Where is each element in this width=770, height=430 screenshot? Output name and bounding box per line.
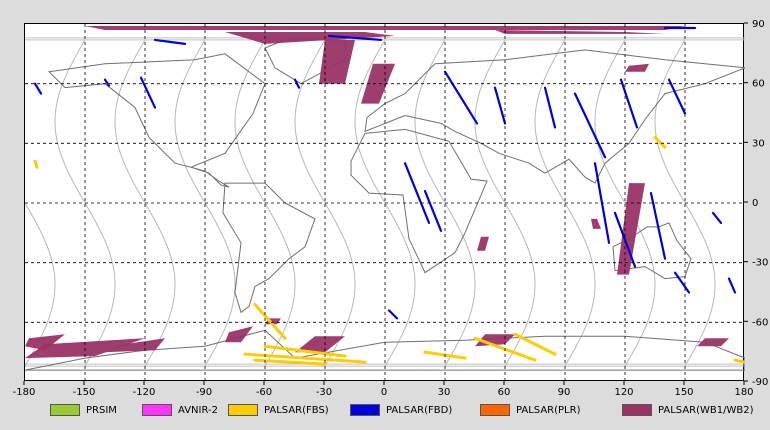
map-frame <box>24 23 745 382</box>
fbd-strip <box>443 70 479 125</box>
fbd-strip <box>327 34 383 42</box>
wb-swath <box>225 32 395 44</box>
legend-label: PALSAR(PLR) <box>516 404 581 416</box>
y-tick-label: 30 <box>752 138 765 149</box>
wb-swath <box>361 63 395 104</box>
wb-swath <box>697 338 729 347</box>
fbs-strip <box>263 344 347 358</box>
legend: PRSIM AVNIR-2 PALSAR(FBS) PALSAR(FBD) PALSAR… <box>40 402 760 422</box>
fbs-strip <box>33 159 39 169</box>
fbd-strip <box>673 271 691 294</box>
fbd-strip <box>423 189 443 232</box>
legend-item: PALSAR(FBD) <box>350 402 452 418</box>
fbs-strip <box>253 358 327 366</box>
wb-observations <box>25 26 729 359</box>
fbs-strip <box>653 135 667 149</box>
x-tick-label: -180 <box>13 387 36 398</box>
wb-swath <box>495 30 665 34</box>
fbd-strip <box>153 38 187 45</box>
fbd-strip <box>711 211 723 224</box>
australia-outline <box>612 222 692 280</box>
fbd-strip <box>649 191 667 260</box>
legend-item: PALSAR(WB1/WB2) <box>622 402 754 418</box>
north-america-outline <box>47 53 266 168</box>
legend-swatch <box>350 404 380 416</box>
wb-swath <box>25 334 65 351</box>
x-tick-label: 150 <box>674 387 693 398</box>
fbd-observations <box>33 26 737 320</box>
legend-swatch <box>228 404 258 416</box>
legend-swatch <box>480 404 510 416</box>
legend-swatch <box>622 404 652 416</box>
x-tick-label: 90 <box>558 387 571 398</box>
x-tick-label: 120 <box>614 387 633 398</box>
fbd-strip <box>543 86 557 129</box>
x-tick-label: 60 <box>498 387 511 398</box>
wb-swath <box>591 218 601 229</box>
wb-swath <box>319 39 355 84</box>
x-tick-label: 30 <box>438 387 451 398</box>
wb-swath <box>617 183 645 275</box>
fbd-strip <box>103 78 111 87</box>
fbs-strip <box>253 302 287 340</box>
y-tick-label: 60 <box>752 79 765 90</box>
legend-swatch <box>50 404 80 416</box>
fbd-strip <box>573 92 607 159</box>
legend-swatch <box>142 404 172 416</box>
wb-swath <box>625 63 649 72</box>
x-tick-label: -60 <box>256 387 272 398</box>
legend-label: AVNIR-2 <box>178 404 218 416</box>
fbs-strip <box>513 332 557 356</box>
fbs-observations <box>33 135 745 366</box>
world-map[interactable] <box>25 24 745 382</box>
y-tick-label: 0 <box>752 198 758 209</box>
wb-swath <box>477 236 489 251</box>
legend-item: PRSIM <box>50 402 117 418</box>
x-tick-label: 0 <box>381 387 387 398</box>
fbd-strip <box>139 76 157 109</box>
legend-label: PALSAR(FBS) <box>264 404 329 416</box>
wb-swath <box>295 336 345 353</box>
legend-item: PALSAR(FBS) <box>228 402 329 418</box>
y-tick-label: -60 <box>752 317 768 328</box>
fbd-strip <box>493 86 507 125</box>
africa-outline <box>350 128 488 274</box>
x-tick-label: -150 <box>73 387 96 398</box>
y-tick-label: -30 <box>752 258 768 269</box>
central-america-outline <box>190 166 230 188</box>
legend-label: PRSIM <box>86 404 117 416</box>
wb-swath <box>225 326 253 343</box>
orbit-track <box>25 39 56 367</box>
legend-label: PALSAR(WB1/WB2) <box>658 404 754 416</box>
x-tick-label: 180 <box>734 387 753 398</box>
y-tick-label: -90 <box>752 377 768 388</box>
y-tick-label: 90 <box>752 19 765 30</box>
europe-asia-outline <box>364 49 745 184</box>
x-tick-label: -120 <box>133 387 156 398</box>
fbd-strip <box>33 82 43 95</box>
lat-lon-grid <box>25 24 745 382</box>
fbd-strip <box>387 309 399 320</box>
fbs-strip <box>733 358 745 364</box>
wb-swath <box>105 338 165 353</box>
fbd-strip <box>403 162 431 224</box>
fbd-strip <box>619 78 639 129</box>
legend-item: PALSAR(PLR) <box>480 402 580 418</box>
fbd-strip <box>667 78 687 115</box>
wb-swath <box>85 26 685 30</box>
legend-item: AVNIR-2 <box>142 402 218 418</box>
legend-label: PALSAR(FBD) <box>386 404 453 416</box>
fbd-strip <box>613 211 637 268</box>
fbd-strip <box>727 277 737 294</box>
south-america-outline <box>222 182 316 314</box>
x-tick-label: -90 <box>196 387 212 398</box>
x-tick-label: -30 <box>316 387 332 398</box>
